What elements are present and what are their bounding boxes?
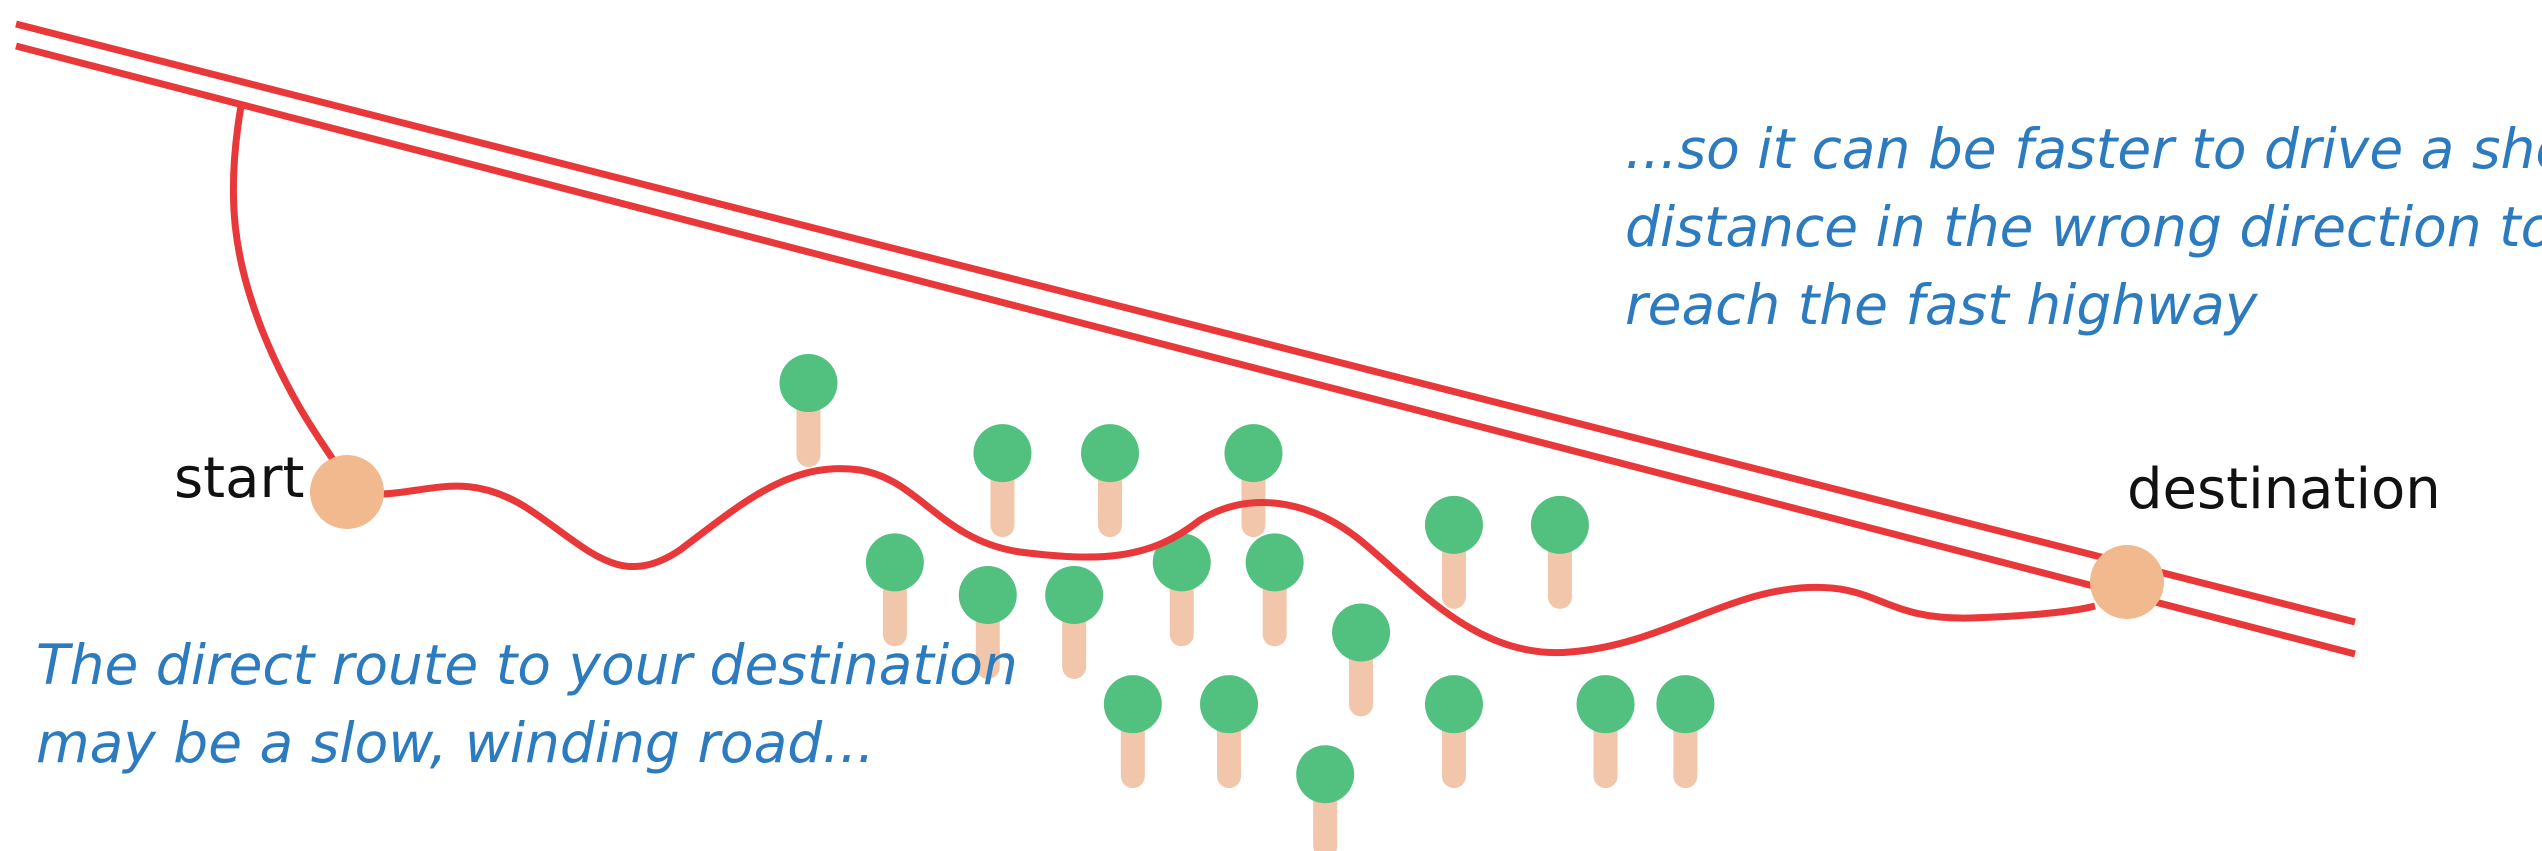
tree-crown [1530, 495, 1589, 554]
caption-line: reach the fast highway [1625, 273, 2259, 337]
tree-crown [1576, 675, 1635, 734]
tree-crown [1152, 533, 1211, 592]
tree-crown [779, 354, 838, 413]
connector-road [229, 105, 350, 482]
tree-crown [1103, 675, 1162, 734]
winding-road [382, 465, 2096, 657]
start-label: start [174, 446, 304, 511]
highway-edge [15, 42, 2356, 658]
tree-crown [1656, 675, 1715, 734]
tree-crown [958, 565, 1017, 624]
caption-line: ...so it can be faster to drive a short [1625, 117, 2542, 181]
tree-crown [1424, 675, 1483, 734]
trees [779, 354, 1715, 851]
tree-crown [1200, 675, 1259, 734]
tree-crown [1224, 424, 1283, 483]
destination-point [2090, 545, 2164, 619]
tree-crown [1296, 745, 1355, 804]
tree-crown [1081, 424, 1140, 483]
start-point [310, 455, 384, 529]
caption-line: The direct route to your destination [36, 633, 1018, 697]
caption-line: distance in the wrong direction to [1625, 195, 2542, 259]
tree-crown [973, 424, 1032, 483]
tree-crown [1245, 533, 1304, 592]
caption-line: may be a slow, winding road... [36, 711, 875, 775]
destination-label: destination [2127, 457, 2441, 522]
tree-crown [865, 533, 924, 592]
tree-crown [1424, 495, 1483, 554]
tree-crown [1045, 565, 1104, 624]
highway-edge [15, 20, 2356, 626]
tree-crown [1332, 603, 1391, 662]
